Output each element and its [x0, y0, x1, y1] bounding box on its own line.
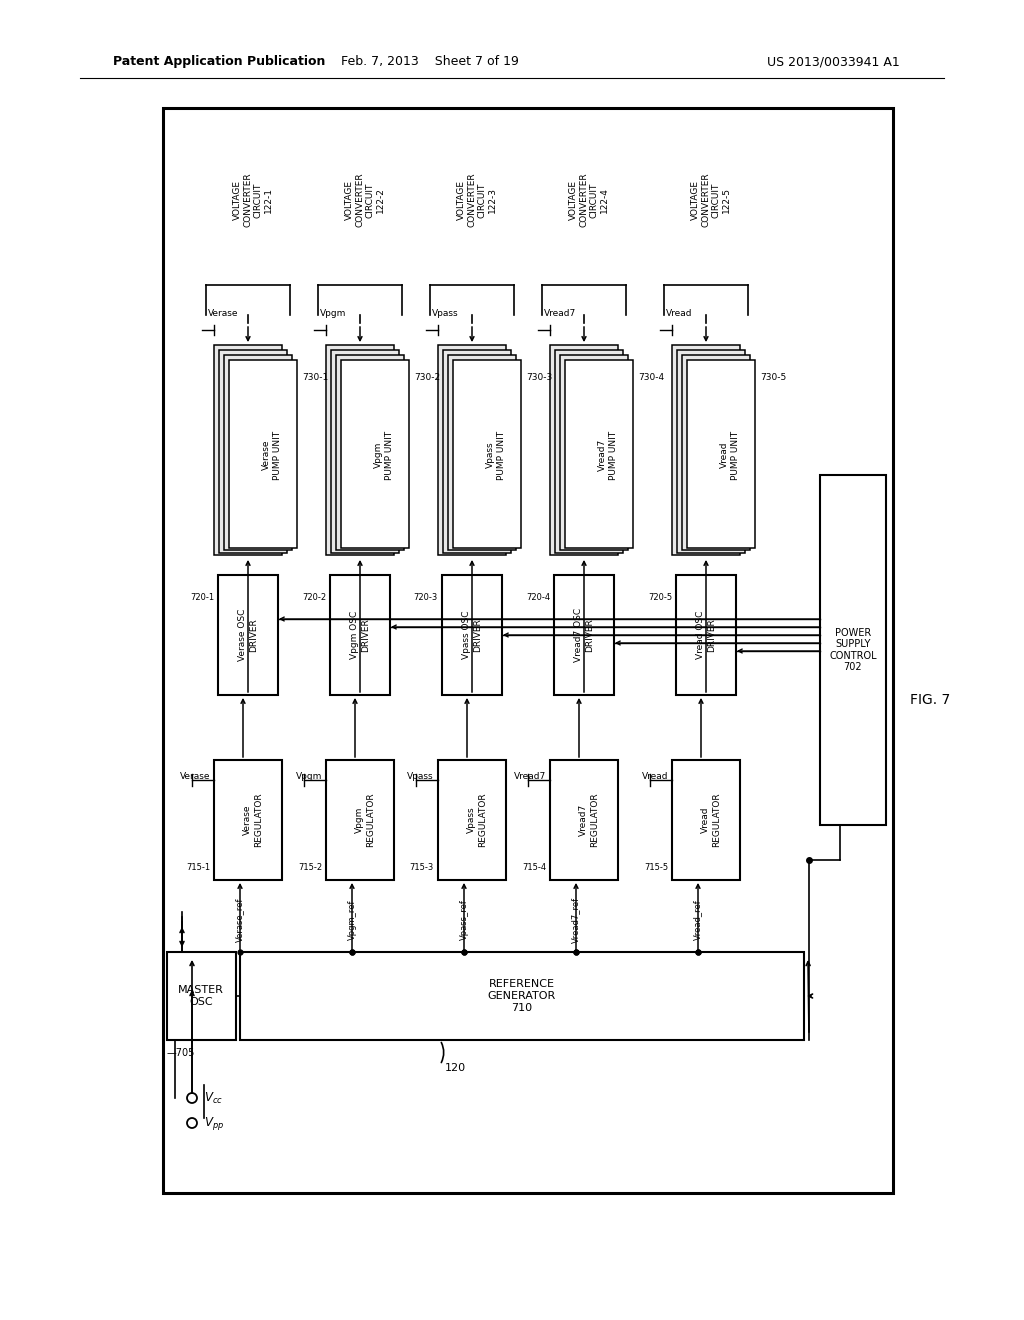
Text: Vread7
REGULATOR: Vread7 REGULATOR [580, 793, 599, 847]
Text: Vread7: Vread7 [514, 772, 546, 781]
Text: —705: —705 [167, 1048, 196, 1059]
Bar [672, 760, 740, 880]
Bar [554, 576, 614, 696]
Bar [676, 576, 736, 696]
Text: 730-3: 730-3 [526, 374, 552, 381]
Bar [453, 360, 521, 548]
Text: Vread7
PUMP UNIT: Vread7 PUMP UNIT [598, 430, 617, 479]
Bar [336, 355, 404, 550]
Text: $V_{cc}$: $V_{cc}$ [204, 1090, 223, 1106]
Text: Verase_ref: Verase_ref [236, 898, 245, 942]
Text: Vpgm: Vpgm [319, 309, 346, 318]
Bar [341, 360, 409, 548]
Bar [442, 576, 502, 696]
Text: Vpass: Vpass [408, 772, 434, 781]
Text: Vread
PUMP UNIT: Vread PUMP UNIT [720, 430, 739, 479]
Text: Vread: Vread [641, 772, 668, 781]
Text: 715-3: 715-3 [410, 863, 434, 873]
Text: VOLTAGE
CONVERTER
CIRCUIT
122-4: VOLTAGE CONVERTER CIRCUIT 122-4 [569, 173, 609, 227]
Text: 720-4: 720-4 [526, 593, 550, 602]
Bar [560, 355, 628, 550]
Text: VOLTAGE
CONVERTER
CIRCUIT
122-3: VOLTAGE CONVERTER CIRCUIT 122-3 [457, 173, 497, 227]
Text: 715-2: 715-2 [298, 863, 322, 873]
Text: $V_{pp}$: $V_{pp}$ [204, 1114, 224, 1131]
Bar [565, 360, 633, 548]
Bar [555, 350, 623, 553]
Text: Vpgm
REGULATOR: Vpgm REGULATOR [355, 793, 375, 847]
Text: Vpgm
PUMP UNIT: Vpgm PUMP UNIT [375, 430, 393, 479]
Text: Vpass: Vpass [432, 309, 459, 318]
Bar [218, 576, 278, 696]
Text: Vread OSC
DRIVER: Vread OSC DRIVER [696, 611, 716, 659]
Text: FIG. 7: FIG. 7 [910, 693, 950, 708]
Text: Verase OSC
DRIVER: Verase OSC DRIVER [239, 609, 258, 661]
Bar [677, 350, 745, 553]
Bar [214, 345, 282, 554]
Text: Vpass OSC
DRIVER: Vpass OSC DRIVER [462, 611, 481, 659]
FancyArrowPatch shape [441, 1043, 443, 1063]
Text: 720-2: 720-2 [302, 593, 326, 602]
Bar [682, 355, 750, 550]
Text: MASTER
OSC: MASTER OSC [178, 985, 224, 1007]
Bar [438, 760, 506, 880]
Text: Vread7: Vread7 [544, 309, 577, 318]
Text: Vpass
REGULATOR: Vpass REGULATOR [467, 793, 486, 847]
Text: Vread7 OSC
DRIVER: Vread7 OSC DRIVER [574, 609, 594, 663]
Text: 715-1: 715-1 [186, 863, 210, 873]
Text: Vpgm: Vpgm [296, 772, 322, 781]
Text: US 2013/0033941 A1: US 2013/0033941 A1 [767, 55, 900, 69]
Bar [326, 760, 394, 880]
Text: 720-3: 720-3 [414, 593, 438, 602]
Text: Verase
PUMP UNIT: Verase PUMP UNIT [262, 430, 282, 479]
Text: Patent Application Publication: Patent Application Publication [113, 55, 326, 69]
Bar [672, 345, 740, 554]
Bar [167, 952, 236, 1040]
Bar [820, 475, 886, 825]
Text: Vread
REGULATOR: Vread REGULATOR [701, 793, 721, 847]
Text: Vread: Vread [666, 309, 692, 318]
Bar [240, 952, 804, 1040]
Bar [443, 350, 511, 553]
Text: Vpgm OSC
DRIVER: Vpgm OSC DRIVER [350, 611, 370, 659]
Text: Verase: Verase [179, 772, 210, 781]
Bar [219, 350, 287, 553]
Text: Vpass_ref: Vpass_ref [460, 899, 469, 940]
Text: Vread7_ref: Vread7_ref [571, 896, 581, 942]
Text: VOLTAGE
CONVERTER
CIRCUIT
122-1: VOLTAGE CONVERTER CIRCUIT 122-1 [232, 173, 273, 227]
Bar [163, 108, 893, 1193]
Text: VOLTAGE
CONVERTER
CIRCUIT
122-5: VOLTAGE CONVERTER CIRCUIT 122-5 [691, 173, 731, 227]
Bar [550, 760, 618, 880]
Text: Verase: Verase [208, 309, 239, 318]
Text: 720-5: 720-5 [648, 593, 672, 602]
Text: 715-4: 715-4 [522, 863, 546, 873]
Bar [687, 360, 755, 548]
Bar [326, 345, 394, 554]
Text: Vpass
PUMP UNIT: Vpass PUMP UNIT [486, 430, 506, 479]
Text: 730-5: 730-5 [760, 374, 786, 381]
Text: Vread_ref: Vread_ref [693, 900, 702, 940]
Bar [331, 350, 399, 553]
Text: POWER
SUPPLY
CONTROL
702: POWER SUPPLY CONTROL 702 [829, 627, 877, 672]
Bar [438, 345, 506, 554]
Text: Vpgm_ref: Vpgm_ref [347, 900, 356, 940]
Text: 715-5: 715-5 [644, 863, 668, 873]
Text: VOLTAGE
CONVERTER
CIRCUIT
122-2: VOLTAGE CONVERTER CIRCUIT 122-2 [345, 173, 385, 227]
Text: 730-4: 730-4 [638, 374, 665, 381]
Text: 120: 120 [445, 1063, 466, 1073]
Bar [229, 360, 297, 548]
Bar [330, 576, 390, 696]
Text: Verase
REGULATOR: Verase REGULATOR [244, 793, 263, 847]
Bar [449, 355, 516, 550]
Text: Feb. 7, 2013    Sheet 7 of 19: Feb. 7, 2013 Sheet 7 of 19 [341, 55, 519, 69]
Text: REFERENCE
GENERATOR
710: REFERENCE GENERATOR 710 [487, 979, 556, 1012]
Text: 720-1: 720-1 [189, 593, 214, 602]
Bar [550, 345, 618, 554]
Text: 730-2: 730-2 [414, 374, 440, 381]
Text: 730-1: 730-1 [302, 374, 329, 381]
Bar [224, 355, 292, 550]
Bar [214, 760, 282, 880]
